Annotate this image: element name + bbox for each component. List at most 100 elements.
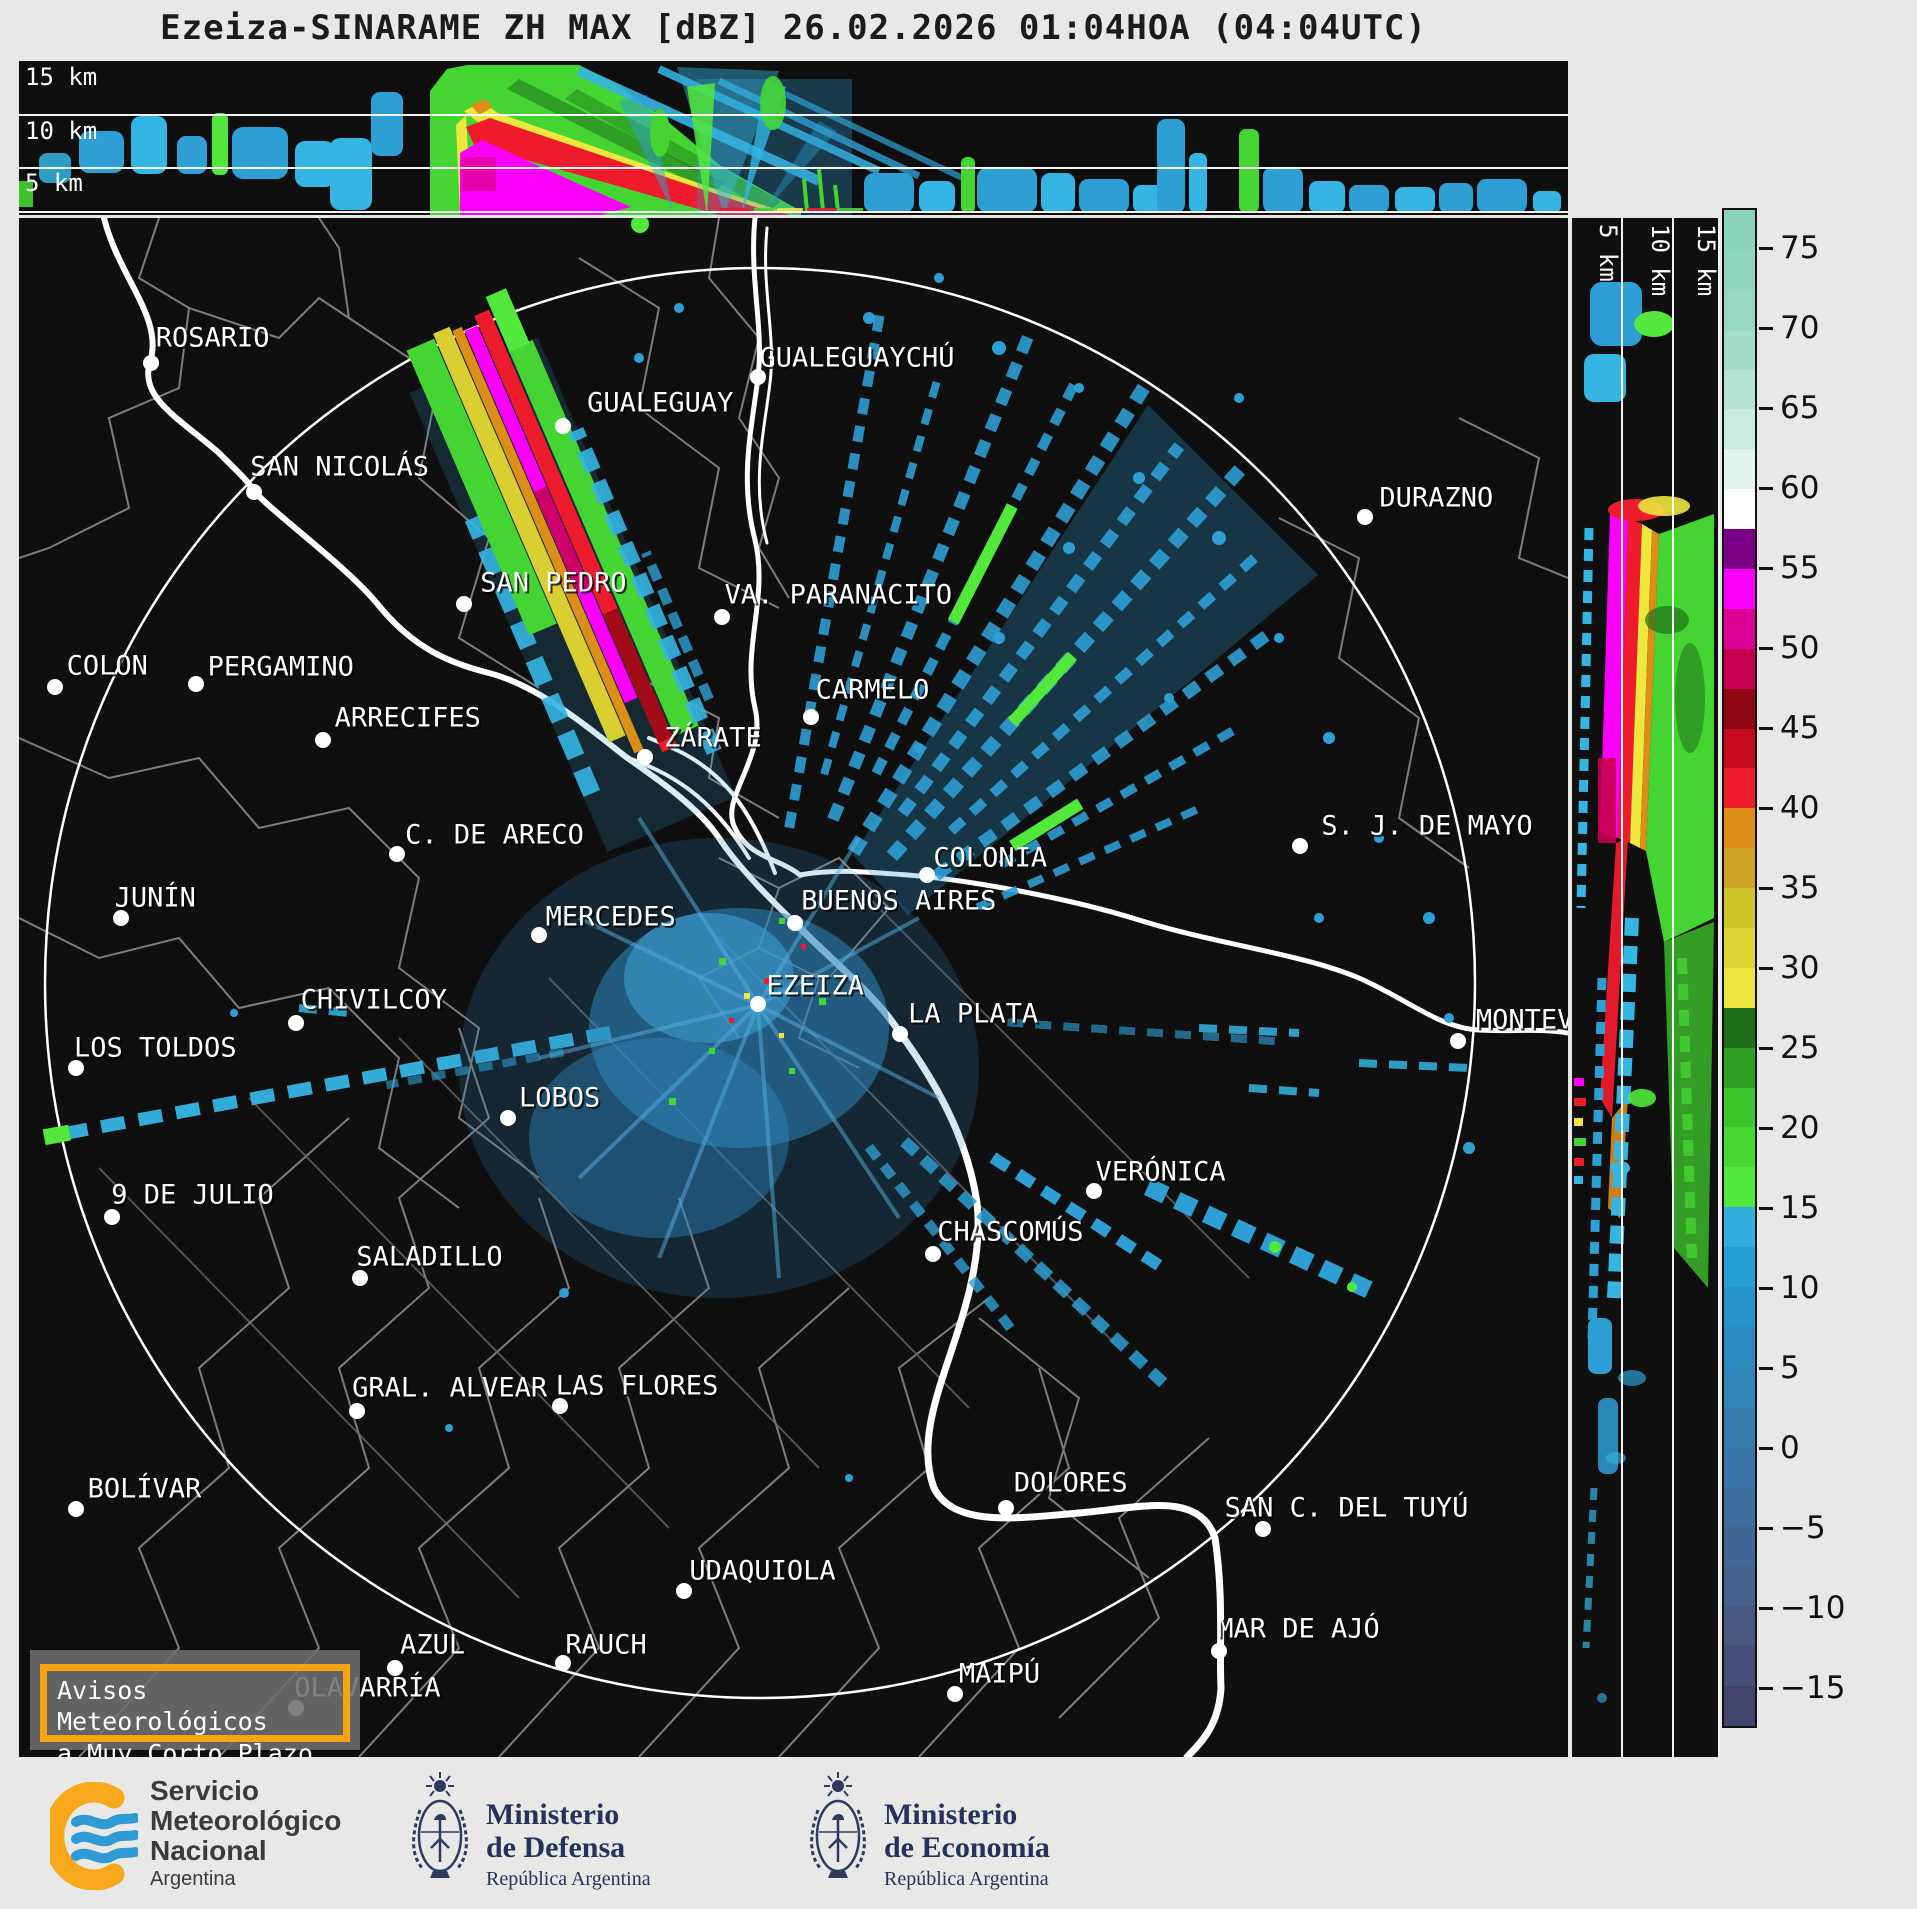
city-label: JUNÍN [114,882,196,914]
colorbar-segment [1724,728,1755,769]
colorbar-segment [1724,608,1755,649]
colorbar-tick-label: 50 [1780,630,1820,666]
colorbar-tick-mark [1759,727,1773,730]
page-title: Ezeiza-SINARAME ZH MAX [dBZ] 26.02.2026 … [160,8,1427,48]
city-label: CHIVILCOY [300,984,447,1016]
warning-line-1: Avisos Meteorológicos [57,1676,268,1737]
colorbar-tick-mark [1759,967,1773,970]
city-label: ARRECIFES [334,702,481,734]
top-cross-section-echoes [19,65,1561,215]
colorbar-segment [1724,1406,1755,1447]
city-dot [68,1501,85,1518]
colorbar-tick-mark [1759,247,1773,250]
colorbar-segment [1724,648,1755,689]
city-label: ZÁRATE [664,722,762,754]
colorbar-tick-label: 65 [1780,390,1820,426]
city-dot [500,1110,517,1127]
city-dot [946,1685,963,1702]
dbz-colorbar: 75 70 65 60 55 50 45 40 35 30 25 20 15 10 5 0 −5 −10 −15 [1722,208,1917,1748]
city-dot [675,1582,692,1599]
rivers-coastline [101,218,1568,1757]
city-dot [388,845,405,862]
colorbar-segment [1724,409,1755,450]
colorbar-segment [1724,529,1755,570]
city-dot [749,368,766,385]
colorbar-tick-label: 45 [1780,710,1820,746]
radar-echoes [42,218,1475,1482]
city-label: SAN C. DEL TUYÚ [1224,1492,1469,1524]
colorbar-tick-mark [1759,487,1773,490]
city-dot [288,1014,305,1031]
city-label: UDAQUIOLA [689,1555,836,1587]
colorbar-tick-mark [1759,887,1773,890]
economia-coat-of-arms-icon [810,1770,866,1880]
city-label: DURAZNO [1379,482,1494,514]
colorbar-tick-mark [1759,1527,1773,1530]
city-dot [387,1659,404,1676]
colorbar-tick-label: 70 [1780,310,1820,346]
city-label: C. DE ARECO [405,819,584,851]
city-dot [68,1059,85,1076]
city-dot [46,679,63,696]
defensa-sub: República Argentina [486,1868,651,1890]
colorbar-segment [1724,967,1755,1008]
colorbar-segment [1724,1326,1755,1367]
colorbar-tick-label: −15 [1780,1670,1846,1706]
city-label: GUALEGUAY [587,387,734,419]
city-dot [924,1245,941,1262]
height-label-rotated: 15 km [1692,224,1720,297]
colorbar-tick-label: 25 [1780,1030,1820,1066]
city-dot [314,731,331,748]
height-label: 15 km [25,63,98,91]
city-dot [892,1025,909,1042]
city-label: DOLORES [1013,1467,1128,1499]
city-label: VERÓNICA [1095,1156,1226,1188]
height-label-rotated: 5 km [1594,224,1622,282]
colorbar-tick-mark [1759,327,1773,330]
colorbar-segment [1724,289,1755,330]
colorbar-segment [1724,1167,1755,1208]
colorbar-tick-mark [1759,1607,1773,1610]
smn-line2: Meteorológico [150,1804,342,1836]
smn-line3: Nacional [150,1834,267,1866]
colorbar-segment [1724,1287,1755,1327]
city-label: RAUCH [565,1629,647,1661]
colorbar-segment [1724,569,1755,609]
height-line-5km [19,211,1568,213]
city-label: COLON [66,650,148,682]
colorbar-segment [1724,369,1755,410]
colorbar-tick-label: 60 [1780,470,1820,506]
city-label: MONTEVIDEO [1475,1004,1568,1036]
city-dot [531,927,548,944]
economia-logo-text: Ministerio de Economía República Argenti… [884,1798,1050,1890]
colorbar-segment [1724,1047,1755,1088]
colorbar-tick-mark [1759,1687,1773,1690]
city-dot [351,1270,368,1287]
warning-line-2: a Muy Corto Plazo [57,1738,313,1758]
colorbar-tick-label: 20 [1780,1110,1820,1146]
city-dot [802,708,819,725]
city-dot [246,483,263,500]
top-cross-section-panel: 15 km 10 km 5 km [19,61,1568,215]
colorbar-segment [1724,1366,1755,1407]
city-dot [636,748,653,765]
colorbar-tick-label: 55 [1780,550,1820,586]
economia-sub: República Argentina [884,1868,1049,1890]
colorbar-segment [1724,1127,1755,1168]
city-label: EZEIZA [766,970,864,1002]
city-dot [1086,1182,1102,1199]
colorbar-tick-mark [1759,807,1773,810]
colorbar-segment [1724,1207,1755,1248]
colorbar-tick-label: 5 [1780,1350,1800,1386]
height-label-rotated: 10 km [1646,224,1674,297]
city-dot [554,417,571,434]
height-line-15km [19,114,1568,116]
colorbar-segment [1724,1685,1755,1726]
height-line-5km [1621,218,1623,1757]
smn-logo-text: Servicio Meteorológico Nacional Argentin… [150,1776,341,1890]
colorbar-segment [1724,489,1755,530]
colorbar-tick-mark [1759,647,1773,650]
city-dot [455,596,472,613]
defensa-line1: Ministerio [486,1798,620,1831]
height-line-10km [19,167,1568,169]
